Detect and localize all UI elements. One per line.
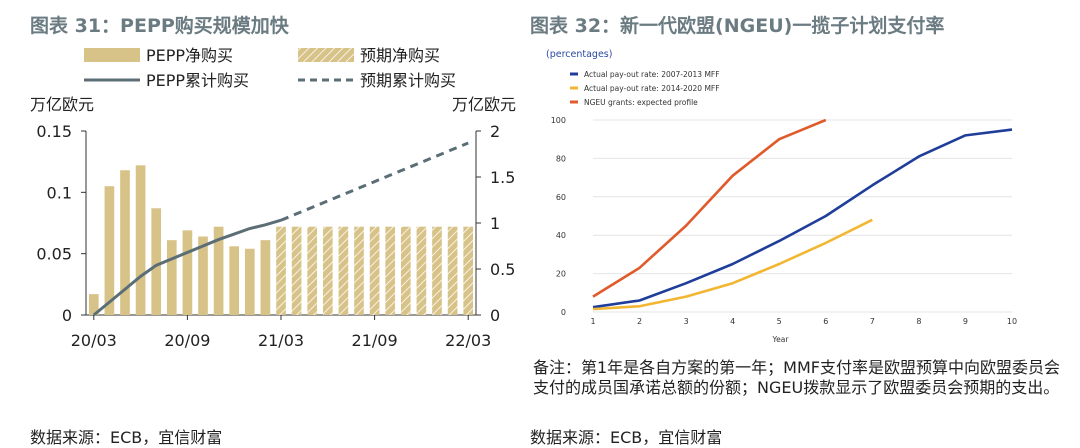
bar-expected-net [307,226,318,315]
left-figure-title: 图表 31：PEPP购买规模加快 [30,15,289,37]
x-tick-label: 3 [684,317,689,326]
x-tick-label: 22/03 [445,331,491,350]
legend-label-series: Actual pay-out rate: 2014-2020 MFF [584,84,720,93]
bar-expected-net [338,226,349,315]
bar-pepp-net [229,246,240,315]
left-figure: 图表 31：PEPP购买规模加快 PEPP净购买 预期净购买 PEPP累计购买 预期累… [0,0,530,448]
x-tick-label: 20/03 [71,331,117,350]
bar-pepp-net [198,236,208,315]
series-line [592,218,873,311]
x-tick-label: 10 [1007,317,1017,326]
bar-expected-net [400,226,411,315]
x-tick-label: 21/03 [258,331,304,350]
line-pepp-cumulative [92,218,282,317]
bar-expected-net [354,226,364,315]
x-tick-label: 20/09 [164,331,210,350]
bar-expected-net [322,226,333,315]
x-axis-title: Year [772,335,790,344]
left-axis-unit: 万亿欧元 [30,95,94,114]
legend-swatch-pepp-net [84,48,140,62]
y-tick-label: 0 [561,308,566,317]
left-tick-label: 0 [62,306,72,325]
x-tick-label: 4 [730,317,735,326]
right-tick-label: 0 [490,306,500,325]
x-tick-label: 1 [590,317,595,326]
legend-label-expected-cum: 预期累计购买 [360,71,456,90]
x-tick-label: 6 [823,317,828,326]
right-figure: 图表 32：新一代欧盟(NGEU)一揽子计划支付率 (percentages) A… [530,0,1080,448]
bar-expected-net [432,226,442,315]
x-tick-label: 8 [916,317,921,326]
right-source: 数据来源：ECB，宜信财富 [530,428,723,447]
y-tick-label: 80 [556,154,566,163]
x-tick-label: 2 [637,317,642,326]
series-line [592,128,1013,309]
right-tick-label: 0.5 [490,260,515,279]
right-tick-label: 1.5 [490,168,515,187]
legend-label-pepp-net: PEPP净购买 [146,46,233,65]
x-tick-label: 21/09 [352,331,398,350]
y-tick-label: 60 [556,193,566,202]
left-source: 数据来源：ECB，宜信财富 [30,428,223,447]
ngeu-chart: (percentages) Actual pay-out rate: 2007-2… [546,49,1017,344]
bar-expected-net [447,226,458,315]
bar-pepp-net [182,230,193,315]
legend-label-series: Actual pay-out rate: 2007-2013 MFF [584,70,720,79]
bar-pepp-net [166,240,177,315]
right-note: 备注：第1年是各自方案的第一年；MMF支付率是欧盟预算中向欧盟委员会支付的成员国… [533,358,1060,397]
y-tick-label: 20 [556,270,566,279]
bar-pepp-net [135,165,146,315]
bar-pepp-net [120,170,130,315]
bar-expected-net [276,226,286,315]
legend-swatch-expected-net [298,48,354,62]
x-tick-label: 9 [963,317,968,326]
right-tick-label: 1 [490,214,500,233]
right-axis-unit: 万亿欧元 [452,95,516,114]
y-tick-label: 40 [556,231,566,240]
bar-pepp-net [104,186,115,315]
y-tick-label: 100 [551,116,566,125]
bar-pepp-net [88,294,99,315]
legend-label-pepp-cum: PEPP累计购买 [146,71,249,90]
bar-expected-net [291,226,302,315]
series-line [592,118,827,298]
legend-label-series: NGEU grants: expected profile [584,98,698,107]
bar-pepp-net [260,240,271,315]
x-tick-label: 5 [777,317,782,326]
bar-pepp-net [151,208,162,315]
left-tick-label: 0.05 [36,245,72,264]
line-expected-cumulative [280,141,469,222]
bar-expected-net [416,226,427,315]
bar-expected-net [385,226,396,315]
bar-expected-net [369,226,380,315]
bar-pepp-net [244,248,255,315]
unit-label: (percentages) [546,49,612,60]
x-tick-label: 7 [870,317,875,326]
right-tick-label: 2 [490,122,500,141]
bar-expected-net [463,226,474,315]
left-tick-label: 0.15 [36,122,72,141]
left-tick-label: 0.1 [47,183,72,202]
legend-label-expected-net: 预期净购买 [360,46,440,65]
bar-pepp-net [213,226,224,315]
right-figure-title: 图表 32：新一代欧盟(NGEU)一揽子计划支付率 [530,15,945,37]
